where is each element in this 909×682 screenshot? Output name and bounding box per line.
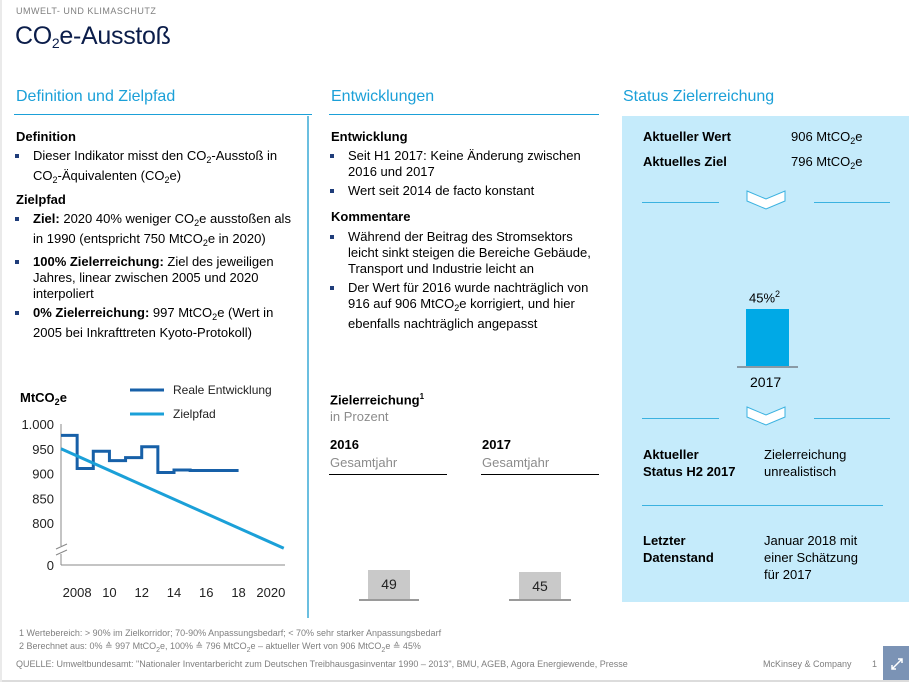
zielpfad-bullet: Ziel: 2020 40% weniger CO2e ausstoßen al… bbox=[14, 211, 304, 251]
expand-icon bbox=[891, 658, 903, 670]
bar-baseline bbox=[737, 366, 798, 368]
section-heading-entwicklungen: Entwicklungen bbox=[331, 88, 435, 105]
legend-label: Reale Entwicklung bbox=[173, 383, 272, 397]
footnote-1: 1 Wertebereich: > 90% im Zielkorridor; 7… bbox=[19, 628, 442, 638]
divider bbox=[329, 474, 447, 475]
y-tick-label: 850 bbox=[32, 491, 54, 506]
bar-baseline bbox=[359, 599, 419, 601]
kommentar-bullet: Der Wert für 2016 wurde nachträglich von… bbox=[329, 280, 604, 332]
definition-list: Dieser Indikator misst den CO2-Ausstoß i… bbox=[14, 148, 304, 191]
data-status-value: Januar 2018 mit einer Schätzung für 2017 bbox=[764, 533, 858, 582]
title-prefix: CO bbox=[15, 22, 52, 50]
kommentare-title: Kommentare bbox=[331, 209, 411, 224]
axis-break-mark bbox=[55, 549, 68, 556]
zielerreichung-unit: in Prozent bbox=[330, 409, 389, 424]
chevron-down-icon bbox=[746, 406, 786, 426]
x-tick-label: 18 bbox=[231, 585, 245, 600]
current-target-label: Aktuelles Ziel bbox=[643, 154, 727, 169]
entwicklung-list: Seit H1 2017: Keine Änderung zwischen 20… bbox=[329, 148, 599, 202]
zielpfad-list: Ziel: 2020 40% weniger CO2e ausstoßen al… bbox=[14, 211, 304, 344]
definition-bullet: Dieser Indikator misst den CO2-Ausstoß i… bbox=[14, 148, 304, 188]
section-heading-definition: Definition und Zielpfad bbox=[16, 88, 176, 105]
achievement-bar-2016: 49 bbox=[368, 569, 410, 599]
bar-year: 2017 bbox=[750, 374, 782, 390]
column-divider bbox=[307, 116, 309, 618]
section-rule bbox=[14, 114, 312, 115]
title-suffix: e-Ausstoß bbox=[59, 22, 171, 50]
section-heading-status: Status Zielerreichung bbox=[623, 88, 775, 105]
rule bbox=[642, 202, 719, 203]
entwicklung-bullet: Wert seit 2014 de facto konstant bbox=[329, 183, 599, 199]
series-line-zielpfad bbox=[60, 447, 285, 550]
emissions-line-chart: Reale Entwicklung Zielpfad 1.000 950 900 850… bbox=[21, 383, 285, 600]
rule bbox=[642, 418, 719, 419]
zielpfad-bullet: 0% Zielerreichung: 997 MtCO2e (Wert in 2… bbox=[14, 305, 304, 341]
x-tick-label: 16 bbox=[199, 585, 213, 600]
footnote-2: 2 Berechnet aus: 0% ≙ 997 MtCO2e, 100% ≙… bbox=[19, 641, 421, 654]
kommentare-list: Während der Beitrag des Stromsektors lei… bbox=[329, 229, 604, 335]
kommentar-bullet: Während der Beitrag des Stromsektors lei… bbox=[329, 229, 604, 277]
status-label: Aktueller Status H2 2017 bbox=[643, 447, 736, 479]
bar-value-label: 45%2 bbox=[749, 289, 781, 306]
y-tick-label: 1.000 bbox=[21, 417, 54, 432]
x-tick-label: 12 bbox=[134, 585, 148, 600]
zielpfad-bullet: 100% Zielerreichung: Ziel des jeweiligen… bbox=[14, 254, 304, 302]
data-status-label: Letzter Datenstand bbox=[643, 533, 714, 565]
y-tick-label: 800 bbox=[32, 516, 54, 531]
definition-title: Definition bbox=[16, 129, 76, 144]
section-rule bbox=[329, 114, 599, 115]
y-tick-label: 0 bbox=[47, 558, 54, 573]
legend-label: Zielpfad bbox=[173, 407, 216, 421]
y-tick-label: 900 bbox=[32, 467, 54, 482]
period-2016: Gesamtjahr bbox=[330, 455, 398, 470]
company-name: McKinsey & Company bbox=[763, 659, 852, 669]
chart-ylabel: MtCO2e bbox=[20, 390, 67, 407]
chevron-down-icon bbox=[746, 190, 786, 210]
bottom-border bbox=[2, 680, 909, 682]
period-2017: Gesamtjahr bbox=[482, 455, 550, 470]
source: QUELLE: Umweltbundesamt: "Nationaler Inv… bbox=[16, 659, 628, 669]
current-target: 796 MtCO2e bbox=[791, 154, 863, 171]
page-title: CO2e-Ausstoß bbox=[15, 22, 171, 51]
x-tick-label: 14 bbox=[167, 585, 181, 600]
x-tick-label: 10 bbox=[102, 585, 116, 600]
y-tick-label: 950 bbox=[32, 442, 54, 457]
zielpfad-title: Zielpfad bbox=[16, 192, 66, 207]
current-value: 906 MtCO2e bbox=[791, 129, 863, 146]
achievement-bar bbox=[746, 308, 789, 366]
rule bbox=[814, 418, 890, 419]
expand-button[interactable] bbox=[883, 646, 909, 682]
year-2016: 2016 bbox=[330, 437, 359, 452]
kicker: UMWELT- UND KLIMASCHUTZ bbox=[16, 6, 157, 16]
entwicklung-title: Entwicklung bbox=[331, 129, 408, 144]
year-2017: 2017 bbox=[482, 437, 511, 452]
zielerreichung-title: Zielerreichung1 bbox=[330, 392, 425, 408]
series-line-reale-entwicklung bbox=[61, 433, 239, 475]
page-number: 1 bbox=[872, 659, 878, 669]
divider bbox=[481, 474, 599, 475]
current-value-label: Aktueller Wert bbox=[643, 129, 731, 144]
bar-baseline bbox=[509, 599, 571, 601]
x-tick-label: 2008 bbox=[63, 585, 92, 600]
entwicklung-bullet: Seit H1 2017: Keine Änderung zwischen 20… bbox=[329, 148, 599, 180]
x-tick-label: 2020 bbox=[256, 585, 285, 600]
axis-break-mark bbox=[55, 543, 68, 550]
title-sub: 2 bbox=[51, 35, 60, 51]
rule bbox=[814, 202, 890, 203]
achievement-bar-2017: 45 bbox=[519, 572, 561, 599]
status-value: Zielerreichung unrealistisch bbox=[764, 447, 847, 479]
rule bbox=[642, 505, 883, 506]
